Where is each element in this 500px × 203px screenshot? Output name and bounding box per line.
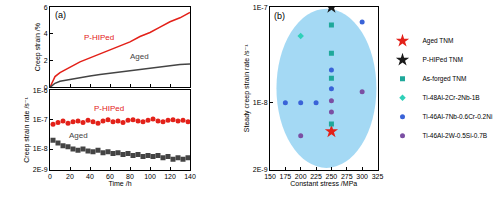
svg-text:250: 250 bbox=[326, 173, 338, 180]
svg-text:Creep strain rate /s⁻¹: Creep strain rate /s⁻¹ bbox=[23, 96, 31, 162]
svg-text:Creep strain /%: Creep strain /% bbox=[34, 23, 42, 71]
svg-text:2: 2 bbox=[44, 57, 48, 64]
svg-text:Constant stress /MPa: Constant stress /MPa bbox=[290, 180, 357, 187]
svg-text:100: 100 bbox=[144, 173, 156, 180]
svg-text:Ti-46Al-7Nb-0.6Cr-0.2Ni: Ti-46Al-7Nb-0.6Cr-0.2Ni bbox=[423, 113, 493, 120]
svg-text:20: 20 bbox=[66, 173, 74, 180]
svg-text:1E-7: 1E-7 bbox=[33, 116, 48, 123]
svg-text:Ti-48Al-2Cr-2Nb-1B: Ti-48Al-2Cr-2Nb-1B bbox=[423, 94, 480, 101]
svg-text:P-HIPed: P-HIPed bbox=[84, 33, 114, 42]
svg-text:Aged: Aged bbox=[130, 52, 149, 61]
svg-text:0: 0 bbox=[44, 84, 48, 91]
svg-text:As-forged TNM: As-forged TNM bbox=[423, 75, 467, 83]
svg-text:0: 0 bbox=[48, 173, 52, 180]
svg-text:60: 60 bbox=[106, 173, 114, 180]
svg-text:1E-8: 1E-8 bbox=[33, 145, 48, 152]
svg-text:120: 120 bbox=[164, 173, 176, 180]
svg-text:2E-9: 2E-9 bbox=[33, 166, 48, 173]
svg-text:2E-9: 2E-9 bbox=[253, 166, 268, 173]
svg-text:175: 175 bbox=[280, 173, 292, 180]
svg-text:(a): (a) bbox=[55, 10, 66, 20]
svg-text:Aged: Aged bbox=[69, 131, 88, 140]
svg-text:300: 300 bbox=[356, 173, 368, 180]
svg-text:140: 140 bbox=[184, 173, 196, 180]
svg-text:150: 150 bbox=[264, 173, 276, 180]
svg-text:P-HIPed: P-HIPed bbox=[94, 104, 124, 113]
svg-text:4: 4 bbox=[44, 30, 48, 37]
svg-text:P-HIPed TNM: P-HIPed TNM bbox=[423, 56, 463, 63]
svg-text:1E-7: 1E-7 bbox=[253, 4, 268, 11]
svg-text:200: 200 bbox=[295, 173, 307, 180]
svg-text:6: 6 bbox=[44, 4, 48, 11]
svg-text:Time /h: Time /h bbox=[108, 180, 131, 187]
svg-text:40: 40 bbox=[86, 173, 94, 180]
svg-text:1E-8: 1E-8 bbox=[253, 99, 268, 106]
svg-text:Steady creep strain rate /s⁻¹: Steady creep strain rate /s⁻¹ bbox=[243, 44, 251, 132]
svg-text:1E-6: 1E-6 bbox=[33, 87, 48, 94]
svg-text:(b): (b) bbox=[274, 11, 285, 21]
svg-text:325: 325 bbox=[372, 173, 384, 180]
svg-text:Ti-46Al-2W-0.5Si-0.7B: Ti-46Al-2W-0.5Si-0.7B bbox=[423, 132, 488, 139]
svg-text:275: 275 bbox=[341, 173, 353, 180]
svg-text:225: 225 bbox=[310, 173, 322, 180]
svg-text:Aged TNM: Aged TNM bbox=[423, 37, 454, 45]
svg-text:80: 80 bbox=[126, 173, 134, 180]
